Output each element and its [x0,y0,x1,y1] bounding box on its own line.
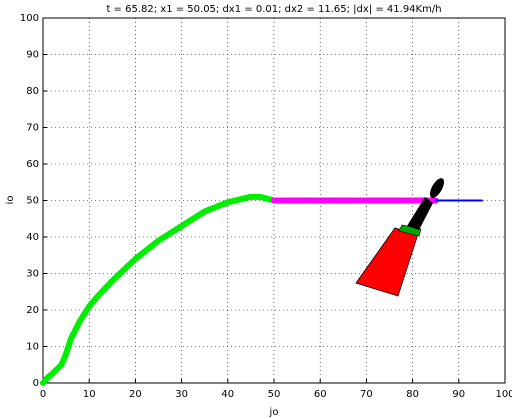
chart-title: t = 65.82; x1 = 50.05; dx1 = 0.01; dx2 =… [106,4,441,15]
vehicle [355,178,444,297]
y-tick-label: 90 [26,50,39,61]
plot-area: 0 10 20 30 40 50 60 70 80 90 100 0 10 20 30 40 50 60 70 80 9… [20,13,512,400]
axes-box [42,17,506,384]
y-tick-label: 100 [20,13,39,24]
series-line [40,193,277,386]
x-tick-label: 70 [360,389,373,400]
x-tick-label: 20 [129,389,142,400]
x-tick-label: 30 [175,389,188,400]
x-tick-label: 90 [452,389,465,400]
x-tick-label: 0 [40,389,46,400]
y-tick-label: 70 [26,123,39,134]
vehicle-body [407,197,433,230]
y-tick-label: 60 [26,159,39,170]
x-axis-label: jo [269,407,279,418]
x-tick-label: 50 [268,389,281,400]
y-tick-label: 20 [26,305,39,316]
y-tick-label: 50 [26,196,39,207]
y-tick-label: 0 [33,378,39,389]
x-tick-label: 60 [314,389,327,400]
vehicle-nose [430,178,444,198]
y-tick-label: 80 [26,86,39,97]
x-tick-label: 10 [83,389,96,400]
y-tick-label: 10 [26,342,39,353]
x-tick-label: 40 [221,389,234,400]
y-tick-label: 40 [26,232,39,243]
x-tick-label: 100 [495,389,512,400]
x-tick-label: 80 [406,389,419,400]
vehicle-band [398,224,422,237]
y-tick-label: 30 [26,269,39,280]
y-axis-label: io [5,196,16,205]
